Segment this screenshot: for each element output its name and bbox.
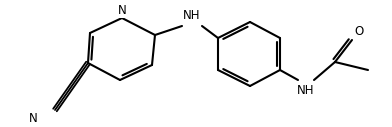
Text: NH: NH [297, 84, 315, 97]
Text: NH: NH [183, 9, 201, 22]
Text: N: N [118, 4, 126, 17]
Text: N: N [29, 112, 38, 124]
Text: O: O [354, 25, 363, 38]
